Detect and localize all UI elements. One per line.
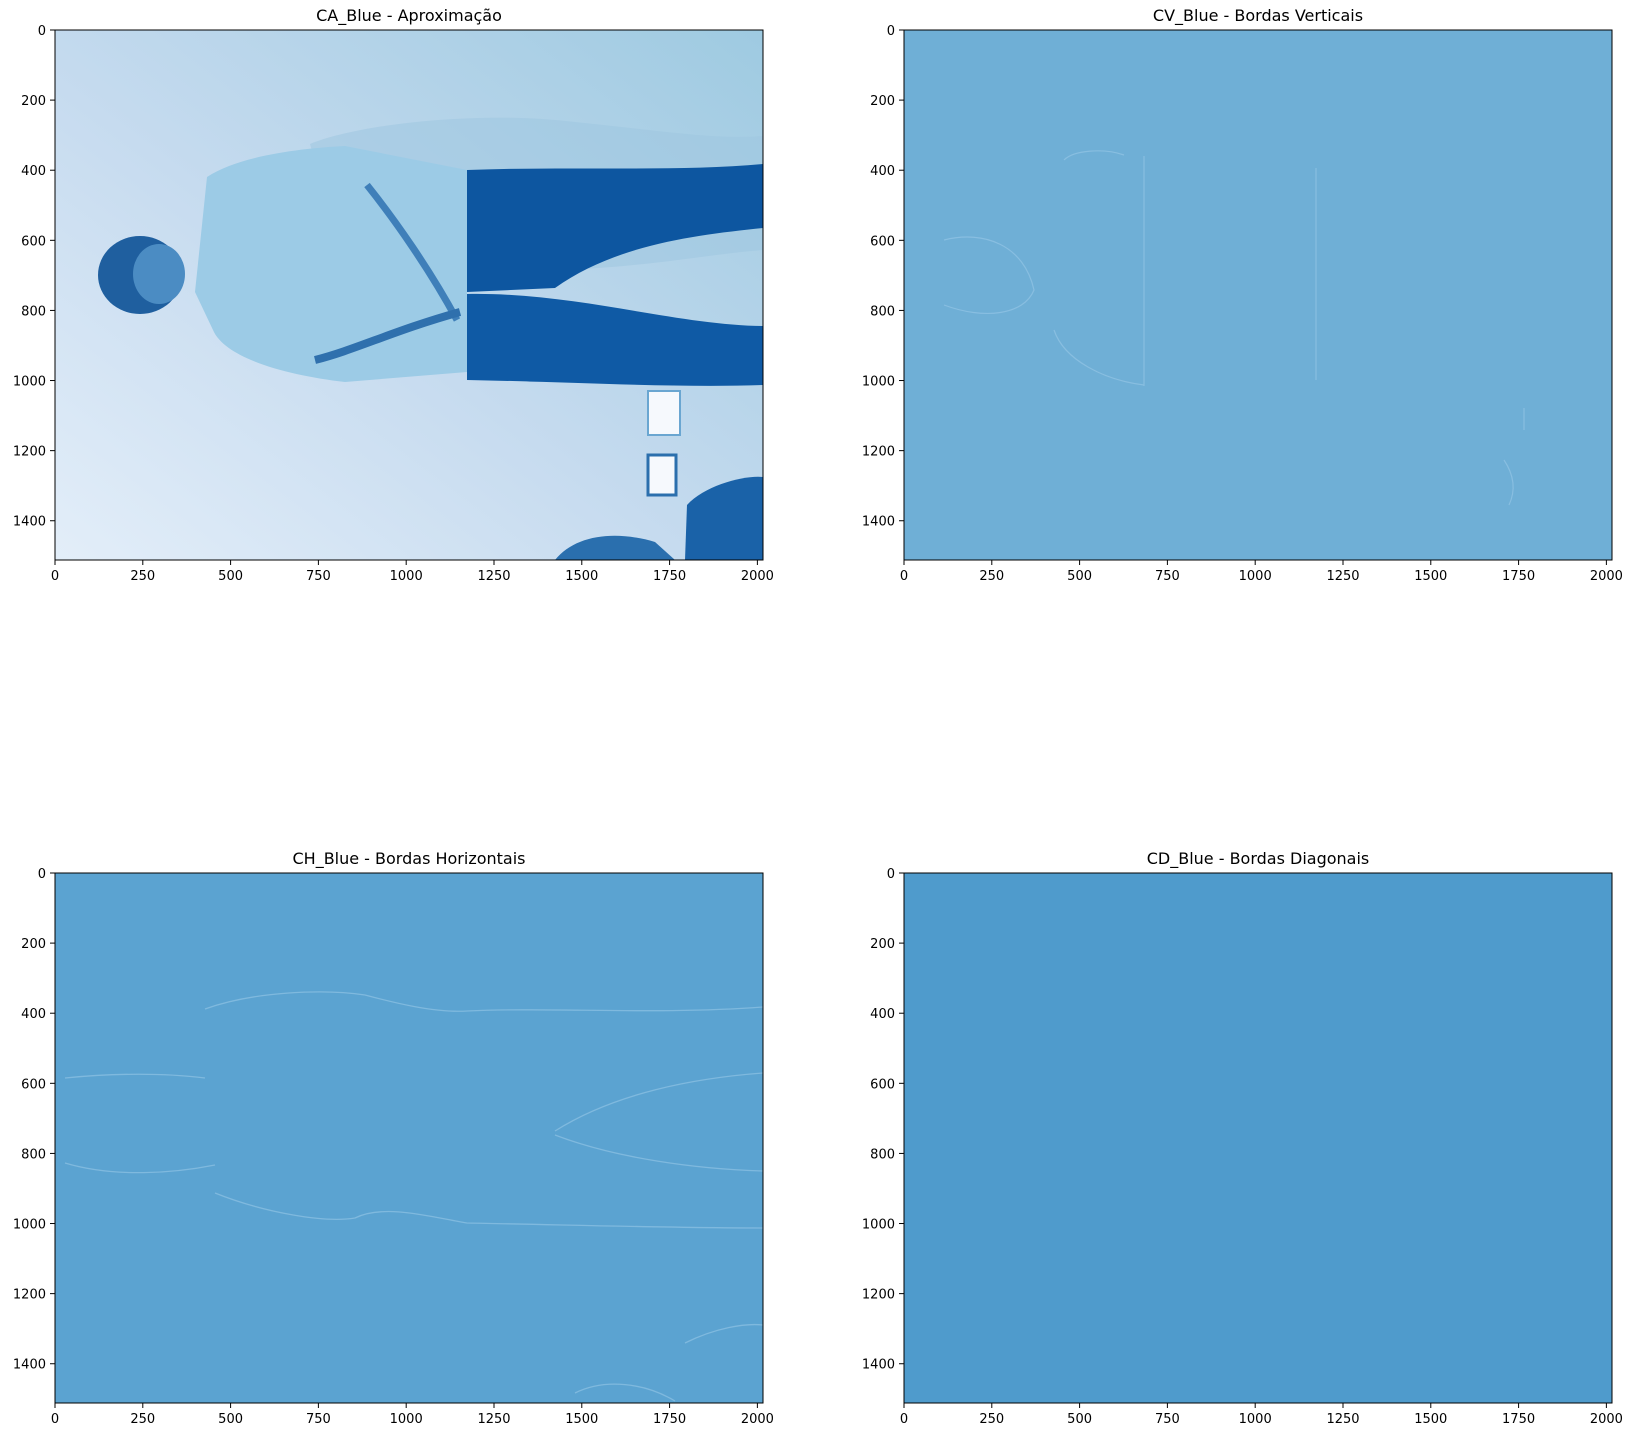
x-tick-label: 1000 — [1239, 1412, 1272, 1427]
x-tick-label: 1500 — [565, 569, 598, 584]
x-tick-label: 500 — [1067, 1412, 1092, 1427]
y-tick-label: 1400 — [13, 1358, 46, 1373]
y-tick-label: 400 — [21, 164, 46, 179]
x-tick-label: 0 — [900, 569, 908, 584]
x-tick-label: 2000 — [741, 1412, 774, 1427]
y-tick-label: 400 — [870, 164, 895, 179]
y-tick-label: 1200 — [862, 1288, 895, 1303]
subplot-diagonal-details: CD_Blue - Bordas Diagonais 0 250 500 750 100… — [862, 849, 1623, 1427]
heatmap-image — [55, 873, 763, 1403]
x-tick-label: 2000 — [741, 569, 774, 584]
axes-frame — [54, 872, 764, 1404]
y-tick-label: 600 — [21, 234, 46, 249]
axes-frame — [903, 29, 1613, 561]
y-tick-label: 1000 — [862, 375, 895, 390]
subplot-title: CV_Blue - Bordas Verticais — [1153, 6, 1363, 26]
y-tick-label: 1200 — [13, 1288, 46, 1303]
heatmap-image — [904, 873, 1612, 1403]
subplot-title: CA_Blue - Aproximação — [316, 6, 502, 26]
x-tick-label: 500 — [218, 1412, 243, 1427]
x-tick-label: 0 — [51, 1412, 59, 1427]
x-tick-label: 1250 — [1326, 1412, 1359, 1427]
y-tick-label: 200 — [870, 937, 895, 952]
subplot-title: CD_Blue - Bordas Diagonais — [1147, 849, 1370, 869]
x-tick-label: 1000 — [390, 1412, 423, 1427]
y-tick-label: 800 — [870, 304, 895, 319]
x-tick-label: 250 — [130, 569, 155, 584]
y-tick-label: 200 — [21, 94, 46, 109]
y-tick-label: 1400 — [13, 515, 46, 530]
y-ticks: 0 200 400 600 800 1000 1200 1400 — [862, 24, 904, 530]
x-tick-label: 1500 — [1414, 569, 1447, 584]
x-tick-label: 1000 — [390, 569, 423, 584]
y-tick-label: 600 — [21, 1077, 46, 1092]
y-tick-label: 1200 — [862, 445, 895, 460]
x-tick-label: 1750 — [1502, 1412, 1535, 1427]
axes-frame — [903, 872, 1613, 1404]
y-tick-label: 0 — [38, 867, 46, 882]
y-tick-label: 800 — [870, 1147, 895, 1162]
y-tick-label: 1200 — [13, 445, 46, 460]
subplot-title: CH_Blue - Bordas Horizontais — [292, 849, 525, 869]
x-tick-label: 250 — [979, 569, 1004, 584]
subplot-vertical-details: CV_Blue - Bordas Verticais 0 250 500 750 100… — [862, 6, 1623, 584]
y-ticks: 0 200 400 600 800 1000 1200 1400 — [862, 867, 904, 1373]
x-tick-label: 1250 — [477, 1412, 510, 1427]
y-tick-label: 1000 — [13, 1218, 46, 1233]
x-tick-label: 2000 — [1590, 569, 1623, 584]
y-tick-label: 400 — [870, 1007, 895, 1022]
y-tick-label: 1400 — [862, 515, 895, 530]
y-tick-label: 0 — [887, 24, 895, 39]
y-tick-label: 0 — [38, 24, 46, 39]
y-tick-label: 1000 — [862, 1218, 895, 1233]
x-tick-label: 0 — [51, 569, 59, 584]
x-tick-label: 250 — [979, 1412, 1004, 1427]
x-tick-label: 1750 — [1502, 569, 1535, 584]
y-tick-label: 1400 — [862, 1358, 895, 1373]
x-tick-label: 1750 — [653, 569, 686, 584]
y-tick-label: 0 — [887, 867, 895, 882]
x-tick-label: 1250 — [477, 569, 510, 584]
y-tick-label: 800 — [21, 1147, 46, 1162]
x-tick-label: 1500 — [1414, 1412, 1447, 1427]
x-tick-label: 2000 — [1590, 1412, 1623, 1427]
x-ticks: 0 250 500 750 1000 1250 1500 1750 2000 — [900, 560, 1623, 584]
x-tick-label: 1000 — [1239, 569, 1272, 584]
x-tick-label: 500 — [1067, 569, 1092, 584]
y-ticks: 0 200 400 600 800 1000 1200 1400 — [13, 867, 55, 1373]
y-tick-label: 1000 — [13, 375, 46, 390]
y-tick-label: 200 — [21, 937, 46, 952]
x-tick-label: 0 — [900, 1412, 908, 1427]
y-tick-label: 600 — [870, 234, 895, 249]
x-tick-label: 750 — [1155, 569, 1180, 584]
x-ticks: 0 250 500 750 1000 1250 1500 1750 2000 — [51, 560, 774, 584]
axes-frame — [54, 29, 764, 561]
heatmap-image — [904, 30, 1612, 560]
subplot-horizontal-details: CH_Blue - Bordas Horizontais 0 250 500 750 1… — [13, 849, 774, 1427]
y-tick-label: 400 — [21, 1007, 46, 1022]
x-tick-label: 750 — [306, 1412, 331, 1427]
x-tick-label: 1250 — [1326, 569, 1359, 584]
x-tick-label: 750 — [306, 569, 331, 584]
x-tick-label: 1500 — [565, 1412, 598, 1427]
y-ticks: 0 200 400 600 800 1000 1200 1400 — [13, 24, 55, 530]
x-tick-label: 250 — [130, 1412, 155, 1427]
x-ticks: 0 250 500 750 1000 1250 1500 1750 2000 — [51, 1403, 774, 1427]
subplot-approximation: CA_Blue - Aproximação 0 250 500 750 1000 1250… — [13, 6, 774, 584]
y-tick-label: 800 — [21, 304, 46, 319]
x-tick-label: 1750 — [653, 1412, 686, 1427]
x-tick-label: 750 — [1155, 1412, 1180, 1427]
x-ticks: 0 250 500 750 1000 1250 1500 1750 2000 — [900, 1403, 1623, 1427]
x-tick-label: 500 — [218, 569, 243, 584]
y-tick-label: 600 — [870, 1077, 895, 1092]
heatmap-image — [55, 30, 763, 560]
y-tick-label: 200 — [870, 94, 895, 109]
